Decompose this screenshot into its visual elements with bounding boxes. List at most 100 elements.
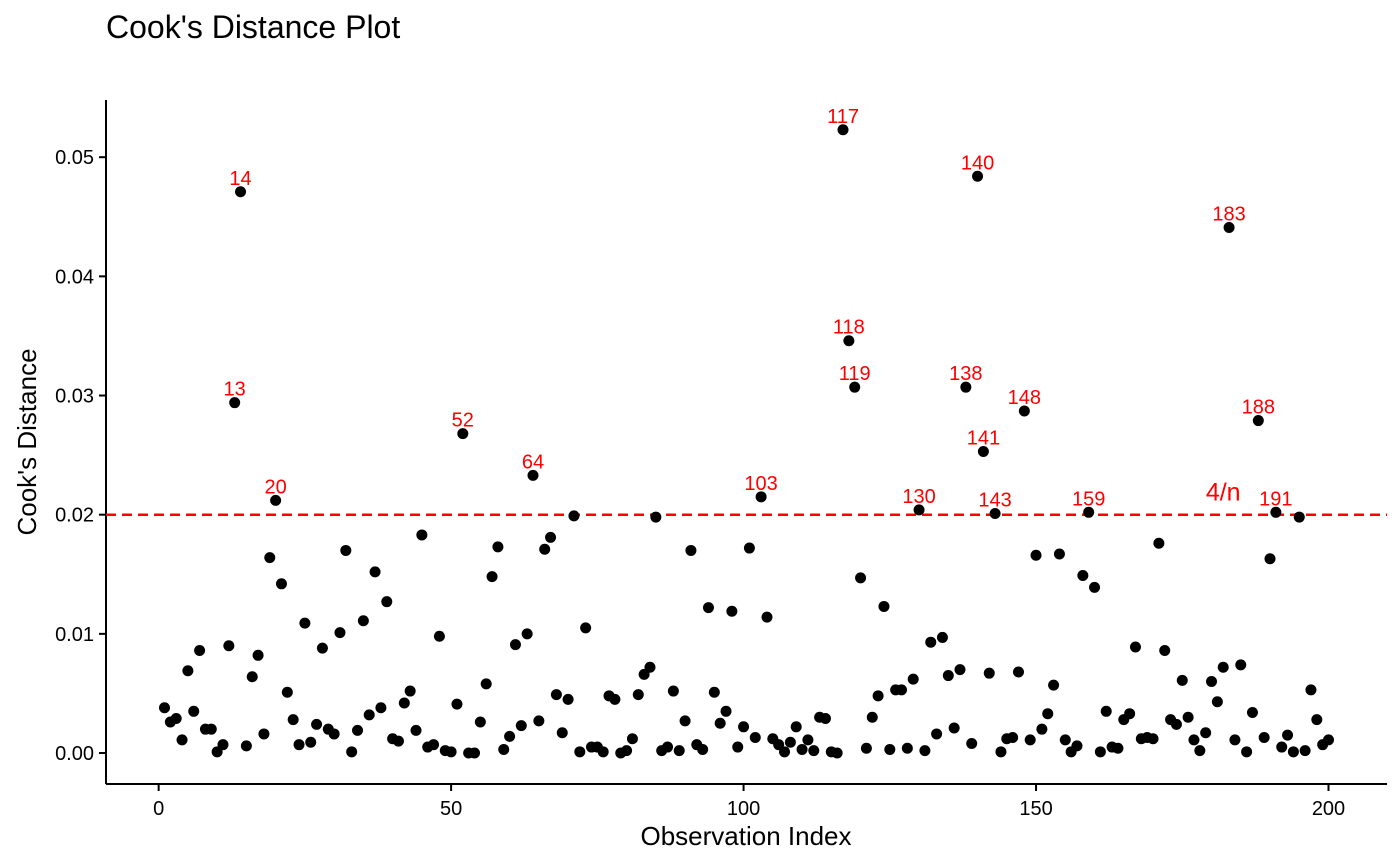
x-tick-label: 100 <box>727 798 760 820</box>
data-point <box>796 743 808 755</box>
data-point <box>1206 676 1218 688</box>
outlier-label: 14 <box>229 168 251 190</box>
outlier-label: 143 <box>978 489 1011 511</box>
data-point <box>580 622 592 634</box>
data-point <box>714 717 726 729</box>
data-point <box>509 639 521 651</box>
data-point <box>907 673 919 685</box>
data-point <box>240 740 252 752</box>
data-point <box>1036 723 1048 735</box>
data-point <box>989 507 1001 519</box>
data-point <box>931 728 943 740</box>
data-point <box>1129 641 1141 653</box>
data-point <box>194 645 206 657</box>
data-point <box>433 630 445 642</box>
data-point <box>1258 732 1270 744</box>
data-point <box>293 739 305 751</box>
y-tick-label: 0.00 <box>55 743 94 765</box>
data-point <box>738 721 750 733</box>
outlier-label: 130 <box>902 486 935 508</box>
outlier-label: 191 <box>1259 488 1292 510</box>
data-point <box>966 737 978 749</box>
data-point <box>521 628 533 640</box>
data-point <box>808 745 820 757</box>
data-point <box>369 566 381 578</box>
data-point <box>305 736 317 748</box>
data-point <box>1089 581 1101 593</box>
data-point <box>942 670 954 682</box>
data-point <box>849 381 861 393</box>
data-point <box>749 732 761 744</box>
y-tick-label: 0.03 <box>55 386 94 408</box>
data-point <box>1200 727 1212 739</box>
data-point <box>235 186 247 198</box>
y-tick-label: 0.02 <box>55 505 94 527</box>
data-point <box>708 686 720 698</box>
data-point <box>1159 645 1171 657</box>
data-point <box>872 690 884 702</box>
chart-title: Cook's Distance Plot <box>106 9 400 45</box>
data-point <box>843 335 855 347</box>
outlier-label: 103 <box>744 473 777 495</box>
data-point <box>1124 708 1136 720</box>
data-point <box>281 686 293 698</box>
data-point <box>936 631 948 643</box>
data-point <box>375 702 387 714</box>
data-point <box>556 727 568 739</box>
y-tick-label: 0.01 <box>55 624 94 646</box>
outlier-label: 119 <box>839 363 871 385</box>
outlier-labels: 13 14 20 52 64 103 117 118 119 130 138 140 141 143 148… <box>224 106 1293 512</box>
data-point <box>866 711 878 723</box>
data-point <box>790 721 802 733</box>
data-point <box>1030 549 1042 561</box>
data-point <box>264 552 276 564</box>
data-point <box>779 746 791 758</box>
data-point <box>246 671 258 683</box>
data-point <box>498 743 510 755</box>
data-point <box>1276 741 1288 753</box>
data-point <box>1053 548 1065 560</box>
data-point <box>1323 734 1335 746</box>
data-point <box>860 742 872 754</box>
data-point <box>1048 679 1060 691</box>
y-tick-label: 0.05 <box>55 147 94 169</box>
data-point <box>1024 734 1036 746</box>
data-point <box>392 735 404 747</box>
data-point <box>743 542 755 554</box>
data-point <box>1217 661 1229 673</box>
data-point <box>574 746 586 758</box>
data-point <box>451 698 463 710</box>
data-point <box>334 627 346 639</box>
data-point <box>1229 734 1241 746</box>
data-point <box>562 693 574 705</box>
data-point <box>287 714 299 726</box>
data-point <box>1270 506 1282 518</box>
data-point <box>1083 506 1095 518</box>
data-point <box>878 600 890 612</box>
data-point <box>545 531 557 543</box>
data-point <box>176 734 188 746</box>
data-point <box>1246 707 1258 719</box>
data-point <box>527 469 539 481</box>
data-point <box>784 736 796 748</box>
data-point <box>275 578 287 590</box>
data-point <box>1305 684 1317 696</box>
data-point <box>1223 222 1235 234</box>
data-point <box>357 615 369 627</box>
data-point <box>919 745 931 757</box>
outlier-label: 118 <box>833 317 865 339</box>
data-point <box>515 720 527 732</box>
data-point <box>697 743 709 755</box>
outlier-label: 159 <box>1072 488 1105 510</box>
x-tick-label: 200 <box>1312 798 1345 820</box>
data-point <box>299 617 311 629</box>
data-point <box>416 529 428 541</box>
data-point <box>977 446 989 458</box>
data-point <box>685 544 697 556</box>
data-point <box>761 611 773 623</box>
outlier-label: 140 <box>961 152 994 174</box>
data-point <box>469 747 481 759</box>
outlier-label: 20 <box>265 476 287 498</box>
data-point <box>662 741 674 753</box>
data-point <box>258 728 270 740</box>
